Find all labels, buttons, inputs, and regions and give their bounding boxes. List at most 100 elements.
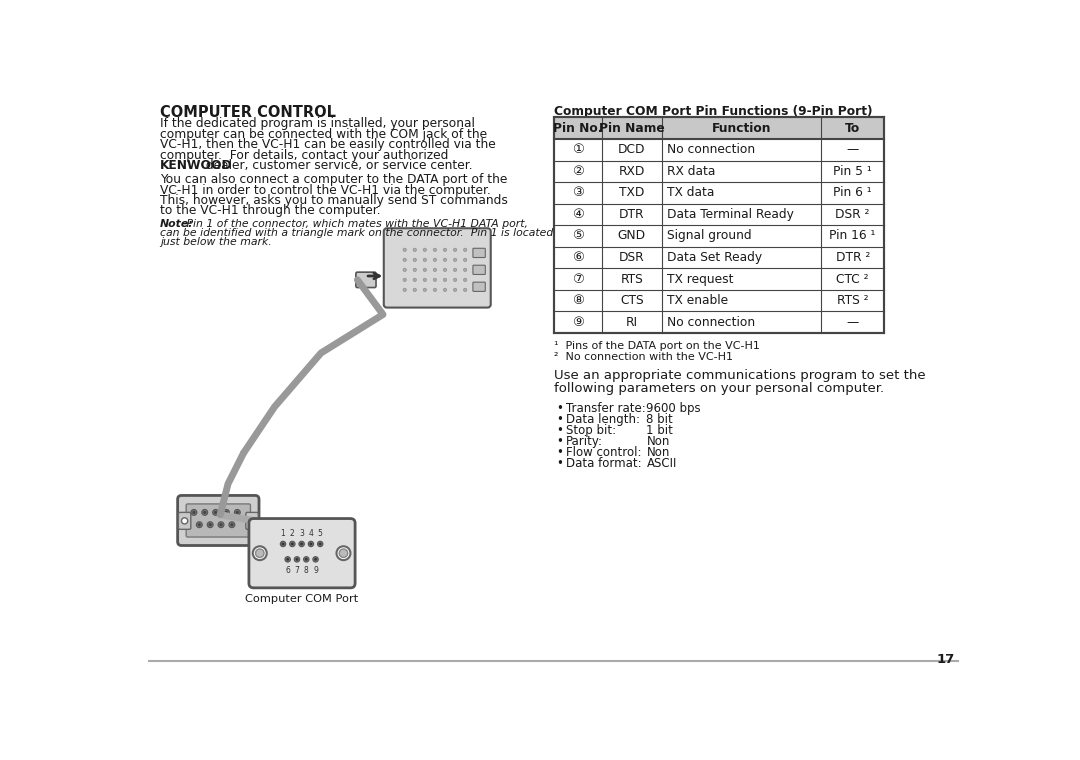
Text: ③: ③ [571,186,583,199]
Text: Data Terminal Ready: Data Terminal Ready [666,208,794,221]
Text: TX enable: TX enable [666,294,728,307]
Text: 9600 bps: 9600 bps [647,401,701,414]
Circle shape [413,288,417,292]
Circle shape [314,558,316,561]
Circle shape [318,541,323,546]
Circle shape [463,288,467,292]
Text: •: • [556,435,564,448]
Circle shape [300,543,303,546]
Circle shape [234,509,240,515]
Text: This, however, asks you to manually send ST commands: This, however, asks you to manually send… [160,194,508,207]
Circle shape [294,556,299,562]
Bar [554,117,885,333]
Circle shape [310,543,312,546]
Circle shape [248,518,255,524]
Text: CTC ²: CTC ² [836,273,869,286]
Circle shape [339,549,348,557]
Circle shape [413,248,417,252]
Circle shape [214,511,217,514]
Text: Function: Function [712,122,771,135]
Text: ④: ④ [571,208,583,221]
Text: Pin 16 ¹: Pin 16 ¹ [829,230,876,242]
Text: ²  No connection with the VC-H1: ² No connection with the VC-H1 [554,352,732,363]
Text: To: To [845,122,861,135]
Circle shape [219,523,222,526]
FancyBboxPatch shape [246,512,258,529]
Text: Transfer rate:: Transfer rate: [566,401,646,414]
Text: TX request: TX request [666,273,733,286]
Text: ⑨: ⑨ [571,315,583,329]
Circle shape [197,522,202,527]
Text: •: • [556,413,564,426]
Circle shape [413,268,417,271]
Text: 1: 1 [281,529,285,538]
FancyBboxPatch shape [473,249,485,258]
Text: TX data: TX data [666,186,714,199]
Circle shape [454,288,457,292]
Text: dealer, customer service, or service center.: dealer, customer service, or service cen… [202,159,473,172]
Text: Pin 5 ¹: Pin 5 ¹ [834,165,872,178]
Circle shape [198,523,201,526]
Circle shape [207,522,213,527]
Text: RI: RI [625,315,638,329]
Circle shape [454,278,457,281]
Text: Computer COM Port: Computer COM Port [245,594,359,604]
FancyBboxPatch shape [177,496,259,546]
Text: Pin 1 of the connector, which mates with the VC-H1 DATA port,: Pin 1 of the connector, which mates with… [183,219,528,229]
Text: Computer COM Port Pin Functions (9-Pin Port): Computer COM Port Pin Functions (9-Pin P… [554,105,872,118]
Circle shape [403,288,406,292]
Text: 1 bit: 1 bit [647,424,673,437]
Circle shape [454,248,457,252]
Text: VC-H1 in order to control the VC-H1 via the computer.: VC-H1 in order to control the VC-H1 via … [160,184,490,197]
Text: No connection: No connection [666,143,755,157]
Text: COMPUTER CONTROL: COMPUTER CONTROL [160,105,336,120]
Text: —: — [847,143,859,157]
Circle shape [191,509,197,515]
Circle shape [253,546,267,560]
Text: Stop bit:: Stop bit: [566,424,616,437]
Circle shape [433,278,436,281]
Text: Parity:: Parity: [566,435,603,448]
Text: RX data: RX data [666,165,715,178]
Circle shape [208,523,212,526]
Circle shape [413,258,417,261]
Text: RXD: RXD [619,165,645,178]
Circle shape [296,558,298,561]
Text: •: • [556,458,564,470]
Text: •: • [556,424,564,437]
Text: DSR ²: DSR ² [836,208,869,221]
Circle shape [443,278,447,281]
FancyBboxPatch shape [248,518,355,587]
Text: GND: GND [618,230,646,242]
Text: ASCII: ASCII [647,458,677,470]
Text: 8: 8 [303,565,309,575]
Text: ¹  Pins of the DATA port on the VC-H1: ¹ Pins of the DATA port on the VC-H1 [554,340,759,350]
Circle shape [443,258,447,261]
Text: ⑧: ⑧ [571,294,583,307]
Text: Note:: Note: [160,219,193,229]
Circle shape [454,268,457,271]
Text: RTS ²: RTS ² [837,294,868,307]
Circle shape [281,541,286,546]
Circle shape [299,541,305,546]
Circle shape [463,268,467,271]
Circle shape [463,248,467,252]
Circle shape [282,543,284,546]
Text: 7: 7 [295,565,299,575]
Text: 5: 5 [318,529,323,538]
Text: ⑥: ⑥ [571,251,583,264]
Text: Data format:: Data format: [566,458,642,470]
Text: DTR: DTR [619,208,645,221]
Text: can be identified with a triangle mark on the connector.  Pin 1 is located: can be identified with a triangle mark o… [160,228,553,238]
Text: to the VC-H1 through the computer.: to the VC-H1 through the computer. [160,204,380,217]
Circle shape [229,522,234,527]
Text: 17: 17 [936,653,955,666]
Circle shape [319,543,322,546]
Text: Signal ground: Signal ground [666,230,752,242]
Circle shape [433,258,436,261]
Circle shape [463,278,467,281]
Circle shape [433,268,436,271]
FancyBboxPatch shape [356,272,376,287]
Text: DSR: DSR [619,251,645,264]
Text: Non: Non [647,435,670,448]
